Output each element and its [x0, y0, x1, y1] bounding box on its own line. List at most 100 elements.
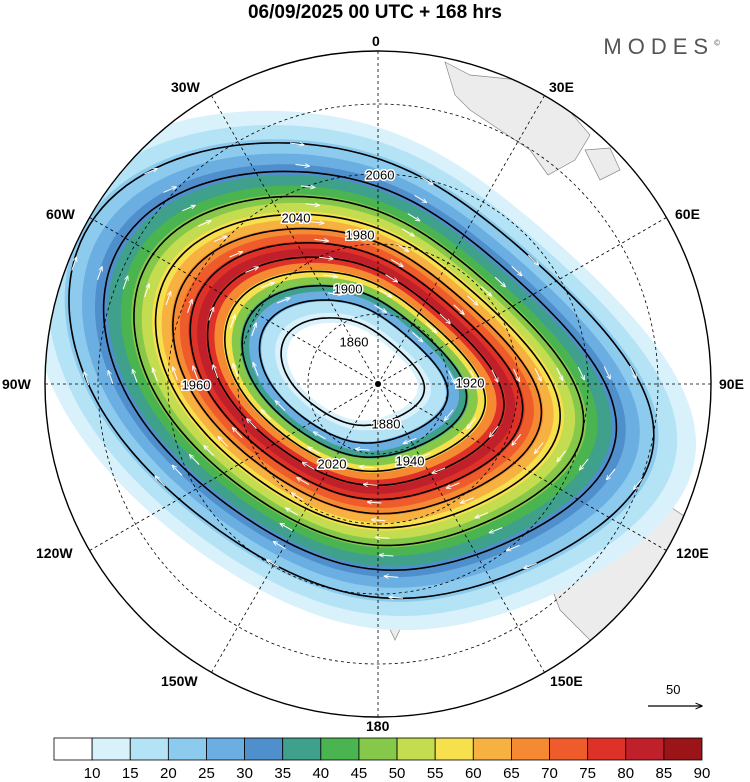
colorbar-swatch-11: [472, 737, 512, 761]
colorbar-label-40: 40: [312, 765, 330, 782]
colorbar-label-85: 85: [655, 765, 673, 782]
wind-vector-29: [213, 365, 219, 379]
colorbar-swatch-1: [91, 737, 131, 761]
lon-label-150w: 150W: [161, 673, 198, 689]
brand-name: MODES: [603, 34, 715, 59]
wind-vector-26: [363, 484, 378, 485]
contour-label-1940: 1940: [396, 453, 425, 468]
wind-vector-5: [253, 363, 259, 376]
colorbar: [53, 737, 703, 761]
wind-vectors: [71, 143, 643, 598]
wind-vector-96: [634, 478, 643, 490]
colorbar-swatch-10: [434, 737, 474, 761]
meridian-10: [89, 217, 379, 385]
lon-label-60w: 60W: [46, 206, 75, 222]
wind-vector-6: [251, 323, 257, 337]
meridian-2: [377, 217, 667, 385]
wind-vector-48: [535, 442, 544, 454]
wind-vector-78: [122, 276, 128, 290]
contour-1920: [224, 270, 487, 473]
wind-vector-24: [490, 425, 499, 437]
contour-1960: [189, 242, 524, 501]
wind-vector-53: [173, 367, 178, 381]
wind-vector-66: [144, 284, 150, 298]
wind-vector-77: [132, 369, 138, 383]
lon-label-90e: 90E: [719, 376, 744, 392]
wind-vector-35: [491, 369, 498, 383]
wind-vector-103: [144, 169, 157, 175]
colorbar-label-35: 35: [274, 765, 292, 782]
wind-vector-45: [390, 258, 403, 266]
contour-2020: [133, 195, 585, 547]
wind-vector-100: [155, 476, 166, 487]
colorbar-label-25: 25: [198, 765, 215, 782]
wind-vector-4: [275, 401, 286, 412]
contour-label-1960: 1960: [182, 377, 211, 392]
wind-vector-55: [213, 236, 227, 243]
colorbar-swatch-12: [511, 737, 550, 761]
wind-vector-85: [507, 544, 520, 550]
wind-vector-49: [461, 497, 474, 503]
colorbar-label-10: 10: [83, 765, 101, 782]
wind-vector-7: [276, 298, 290, 304]
colorbar-label-15: 15: [121, 765, 139, 782]
wind-vector-79: [182, 205, 195, 212]
lon-label-180: 180: [366, 718, 390, 734]
wind-vector-62: [375, 537, 390, 538]
colorbar-swatch-0: [53, 737, 93, 761]
wind-vector-97: [524, 562, 537, 568]
lon-label-30w: 30W: [171, 79, 200, 95]
lon-label-0: 0: [372, 33, 380, 49]
wind-vector-33: [385, 274, 398, 282]
wind-vector-34: [439, 313, 450, 324]
wind-vector-50: [371, 520, 386, 521]
contour-label-2040: 2040: [282, 210, 311, 225]
wind-vector-101: [84, 372, 90, 386]
wind-vector-73: [489, 527, 503, 533]
wind-vector-38: [367, 502, 382, 503]
wind-vector-46: [453, 304, 464, 315]
wind-vector-43: [229, 252, 243, 258]
colorbar-label-60: 60: [464, 765, 482, 782]
wind-speed-shading: [45, 110, 696, 631]
colorbar-swatch-4: [206, 737, 245, 761]
wind-vector-86: [384, 576, 399, 577]
map-boundary: [44, 50, 712, 718]
wind-vector-10: [412, 332, 422, 341]
wind-vector-91: [163, 187, 176, 193]
wind-vector-83: [577, 366, 584, 380]
wind-vector-104: [289, 143, 304, 145]
wind-vector-60: [557, 450, 567, 462]
lat-circle-3: [97, 103, 659, 665]
meridian-8: [89, 383, 379, 551]
wind-vector-20: [323, 275, 338, 277]
wind-vector-17: [233, 364, 239, 377]
colorbar-swatch-7: [320, 737, 360, 761]
colorbar-swatch-9: [396, 737, 436, 761]
wind-vector-2: [355, 449, 370, 450]
colorbar-label-45: 45: [350, 765, 368, 782]
colorbar-label-70: 70: [541, 765, 558, 782]
contour-1900: [241, 284, 468, 459]
wind-vector-13: [418, 452, 431, 458]
colorbar-swatch-15: [625, 737, 665, 761]
wind-vector-92: [295, 165, 310, 167]
brand-mark: ©: [714, 38, 720, 48]
wind-vector-27: [302, 462, 315, 470]
wind-vector-11: [448, 370, 455, 384]
wind-vector-42: [187, 300, 193, 313]
wind-vector-61: [475, 512, 489, 518]
wind-vector-51: [291, 493, 304, 501]
wind-vector-19: [261, 282, 274, 289]
forecast-title: 06/09/2025 00 UTC + 168 hrs: [247, 2, 503, 23]
wind-vector-3: [313, 432, 326, 440]
colorbar-swatch-3: [167, 737, 207, 761]
wind-vector-57: [396, 243, 409, 251]
contour-1980: [172, 227, 543, 515]
wind-vector-30: [208, 307, 214, 321]
colorbar-swatch-14: [587, 737, 627, 761]
colorbar-label-80: 80: [617, 765, 635, 782]
wind-vector-32: [319, 257, 333, 259]
contour-label-1920: 1920: [456, 375, 485, 390]
